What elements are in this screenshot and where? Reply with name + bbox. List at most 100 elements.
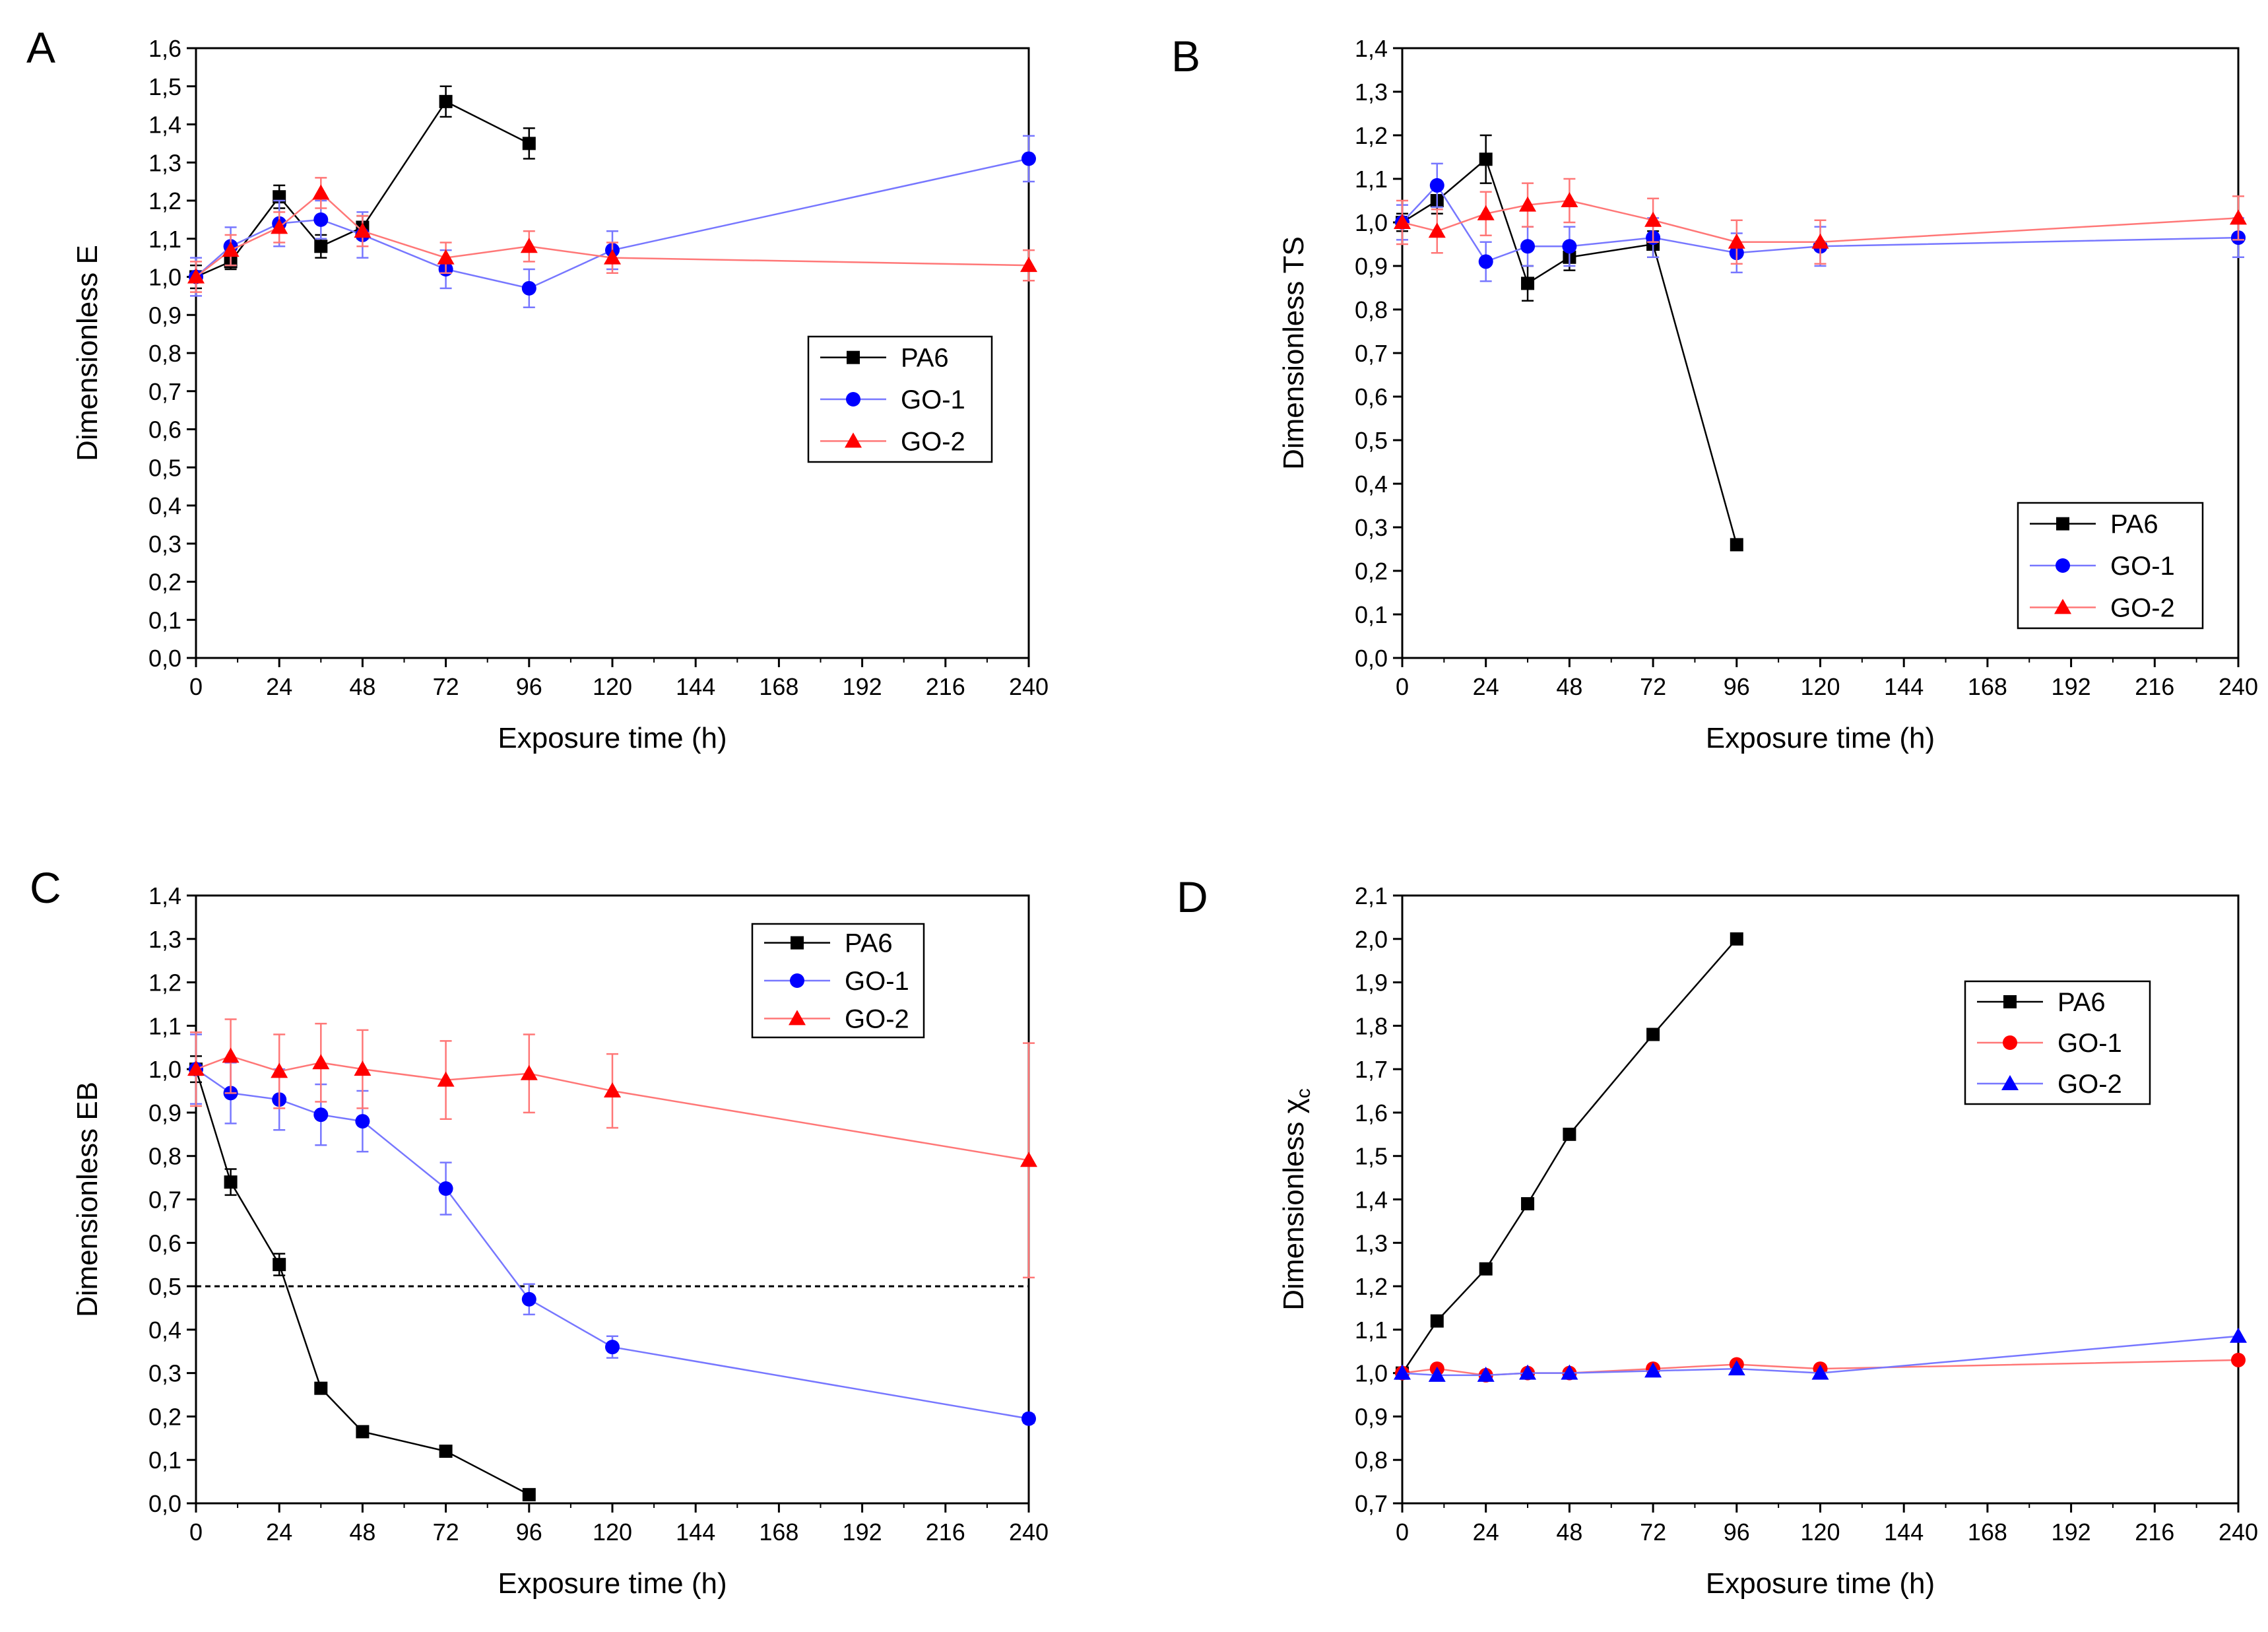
data-point <box>1811 233 1829 249</box>
y-tick-label: 1,4 <box>148 882 181 909</box>
data-point <box>2231 1352 2246 1367</box>
y-tick-label: 0,4 <box>148 1317 181 1344</box>
y-tick-label: 0,4 <box>1355 471 1388 498</box>
y-tick-label: 0,6 <box>148 416 181 443</box>
y-tick-label: 1,2 <box>148 969 181 996</box>
legend-label: GO-2 <box>845 1004 909 1033</box>
y-tick-label: 0,6 <box>1355 383 1388 410</box>
x-tick-label: 120 <box>593 1518 632 1546</box>
data-point <box>355 1114 370 1129</box>
y-tick-label: 0,8 <box>1355 1447 1388 1474</box>
data-point <box>1394 214 1411 229</box>
y-tick-label: 0,4 <box>148 492 181 519</box>
y-tick-label: 0,2 <box>148 1403 181 1430</box>
data-point <box>437 249 455 265</box>
x-tick-label: 168 <box>1968 673 2007 700</box>
panel-b: B 0,0 0,1 0,2 0,3 0,4 0,5 0,6 0,7 0,8 0,9 1,0 1,1 1,2… <box>1171 32 2258 754</box>
legend-label: PA6 <box>2110 510 2158 539</box>
y-tick-label: 0,1 <box>1355 601 1388 628</box>
x-tick-label: 24 <box>1473 673 1499 700</box>
data-point <box>520 238 538 253</box>
y-tick-label: 1,0 <box>148 264 181 291</box>
x-tick-label: 192 <box>843 673 882 700</box>
data-point <box>1519 196 1537 212</box>
data-point <box>271 1062 288 1078</box>
data-point <box>439 1445 453 1458</box>
y-tick-label: 0,7 <box>1355 340 1388 367</box>
data-point <box>1730 538 1743 552</box>
legend: PA6 GO-1 GO-2 <box>2017 502 2204 630</box>
series-pa6 <box>1396 932 1743 1380</box>
x-tick-label: 120 <box>1800 673 1840 700</box>
y-axis-label: Dimensionless E <box>71 245 104 461</box>
x-tick-label: 168 <box>1968 1518 2007 1546</box>
y-tick-label: 1,0 <box>1355 209 1388 236</box>
panel-letter: A <box>26 23 55 72</box>
x-tick-label: 144 <box>676 1518 715 1546</box>
data-point <box>2230 209 2247 225</box>
data-point <box>1020 1152 1037 1167</box>
data-point <box>222 242 240 257</box>
data-point <box>1644 1362 1662 1378</box>
y-axis-label: Dimensionless χc <box>1278 1088 1314 1310</box>
y-axis-label: Dimensionless EB <box>71 1082 104 1317</box>
data-point <box>313 212 329 227</box>
data-point <box>1646 1028 1660 1041</box>
data-point <box>604 249 621 265</box>
data-point <box>437 1071 455 1087</box>
y-tick-label: 1,3 <box>1355 79 1388 106</box>
series-line <box>1401 938 1737 1374</box>
y-tick-label: 1,3 <box>1355 1229 1388 1257</box>
data-point <box>354 1061 372 1076</box>
x-axis-label: Exposure time (h) <box>1706 1567 1935 1600</box>
x-axis-label: Exposure time (h) <box>1706 722 1935 754</box>
x-tick-label: 240 <box>1009 1518 1049 1546</box>
data-point <box>1520 239 1536 254</box>
y-axis-label: Dimensionless TS <box>1278 236 1310 470</box>
data-point <box>1477 1366 1495 1382</box>
data-point <box>438 1181 453 1196</box>
legend: PA6 GO-1 GO-2 <box>807 335 993 463</box>
x-tick-label: 48 <box>1556 673 1582 700</box>
x-axis-label: Exposure time (h) <box>498 722 727 754</box>
legend: PA6 GO-1 GO-2 <box>1964 980 2151 1105</box>
y-tick-label: 0,9 <box>1355 1403 1388 1430</box>
data-point <box>521 280 536 296</box>
legend-label: GO-1 <box>2110 552 2175 581</box>
data-point <box>273 1258 286 1272</box>
x-tick-label: 0 <box>189 673 203 700</box>
data-point <box>1561 192 1578 207</box>
legend-marker <box>846 392 860 407</box>
series-go-2 <box>1394 1327 2247 1382</box>
data-point <box>187 268 205 284</box>
y-tick-label: 0,0 <box>148 645 181 672</box>
x-tick-label: 48 <box>1556 1518 1582 1546</box>
legend-marker <box>2001 1075 2019 1090</box>
data-point <box>271 218 288 234</box>
x-tick-label: 96 <box>1724 1518 1750 1546</box>
y-tick-label: 1,1 <box>1355 1317 1388 1344</box>
panel-c: C 0,0 0,1 0,2 0,3 0,4 0,5 0,6 0,7 0,8 0,9 1,0 1,1 1,2… <box>30 863 1049 1600</box>
y-tick-label: 0,0 <box>148 1490 181 1517</box>
y-tick-label: 0,8 <box>1355 296 1388 323</box>
legend-label: PA6 <box>845 929 893 958</box>
data-point <box>187 1061 205 1076</box>
y-tick-label: 0,8 <box>148 1143 181 1170</box>
x-tick-label: 168 <box>759 1518 798 1546</box>
legend-label: PA6 <box>2057 988 2106 1017</box>
y-tick-label: 1,5 <box>148 73 181 100</box>
y-tick-label: 2,1 <box>1355 882 1388 909</box>
y-tick-label: 1,8 <box>1355 1012 1388 1039</box>
y-tick-label: 1,7 <box>1355 1056 1388 1083</box>
data-point <box>1020 257 1037 273</box>
x-tick-label: 144 <box>676 673 715 700</box>
series-go-2 <box>187 1018 1037 1279</box>
y-axis-label-subscript: c <box>1293 1088 1314 1098</box>
y-tick-label: 0,5 <box>148 1273 181 1300</box>
y-tick-label: 1,1 <box>1355 166 1388 193</box>
data-point <box>312 1054 330 1070</box>
data-point <box>1728 233 1745 249</box>
data-point <box>1644 211 1662 227</box>
y-tick-label: 0,9 <box>148 1099 181 1126</box>
y-tick-label: 1,9 <box>1355 969 1388 996</box>
